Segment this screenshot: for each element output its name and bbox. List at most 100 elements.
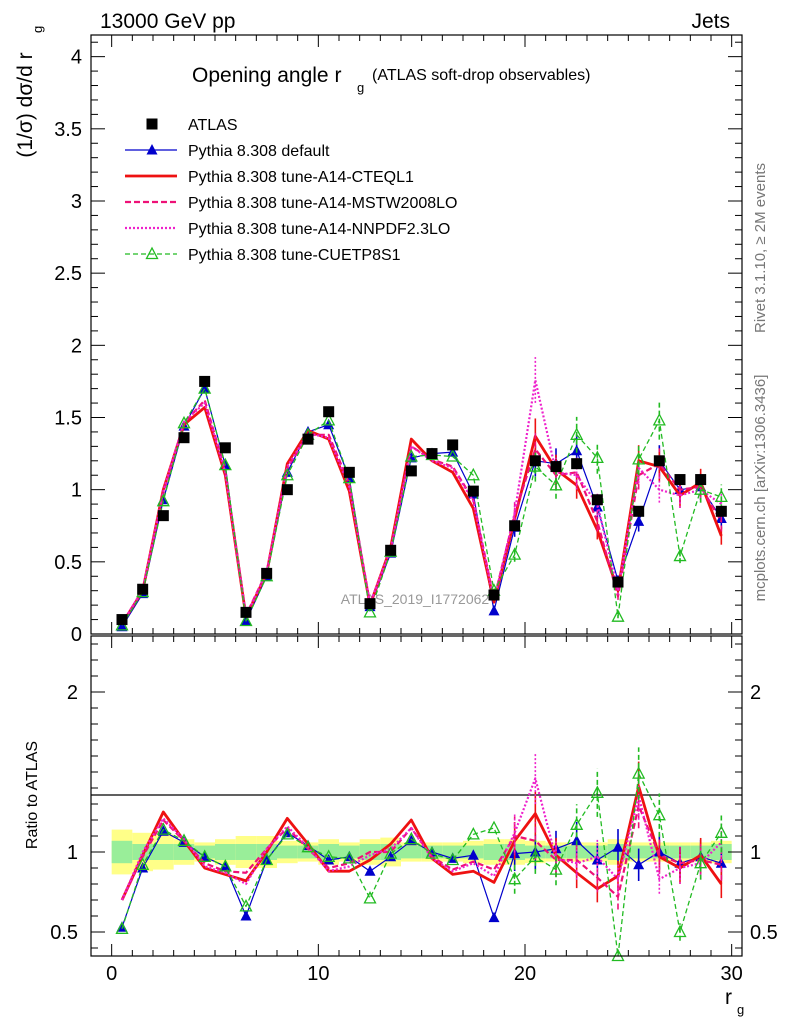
main-point-0-25 xyxy=(633,505,645,517)
y-axis-label-sub: g xyxy=(30,26,45,33)
ratio-line-5 xyxy=(121,772,722,957)
main-ytick-label-2: 1 xyxy=(71,480,82,502)
y-axis-label: (1/σ) dσ/d r xyxy=(14,52,37,157)
main-point-5-21 xyxy=(549,477,563,491)
main-point-5-5 xyxy=(218,457,232,471)
ratio-point-5-5 xyxy=(218,858,232,872)
ratio-frame xyxy=(90,635,743,957)
x-tick-label-3: 30 xyxy=(721,963,743,985)
main-point-5-17 xyxy=(466,467,480,481)
ratio-series-5 xyxy=(115,747,728,962)
ratio-point-1-23 xyxy=(591,854,603,865)
ratio-band-inner-2 xyxy=(153,844,174,860)
ratio-point-5-18 xyxy=(487,820,501,834)
mcplots-label: mcplots.cern.ch [arXiv:1306.3436] xyxy=(752,375,769,602)
ratio-point-5-9 xyxy=(301,839,315,853)
main-point-1-25 xyxy=(633,515,645,526)
ratio-band-inner-14 xyxy=(401,845,422,859)
main-point-5-12 xyxy=(363,604,377,618)
ratio-point-5-8 xyxy=(280,826,294,840)
legend-marker-0 xyxy=(146,118,158,130)
main-point-5-3 xyxy=(177,415,191,429)
main-point-5-27 xyxy=(673,548,687,562)
main-point-0-19 xyxy=(509,520,521,532)
process-label: Jets xyxy=(691,10,730,33)
ratio-band-inner-5 xyxy=(215,844,236,860)
main-point-0-21 xyxy=(550,461,562,473)
legend-entry-2: Pythia 8.308 tune-A14-CTEQL1 xyxy=(125,169,414,186)
main-series-4 xyxy=(121,357,723,625)
main-point-5-14 xyxy=(404,449,418,462)
main-panel: ATLAS_2019_I1772062 0 0.5 1 1.5 2 2.5 3 3.5 4 Op… xyxy=(14,26,743,646)
main-line-3 xyxy=(121,399,723,625)
ratio-point-5-11 xyxy=(342,850,356,864)
ratio-band-inner-16 xyxy=(442,845,463,859)
y-axis-title: (1/σ) dσ/d r g xyxy=(14,26,45,158)
ratio-point-1-18 xyxy=(488,911,500,923)
ratio-panel: 0.5 0.5 1 1 2 2 Ratio to ATLAS xyxy=(24,635,778,962)
ratio-point-1-5 xyxy=(219,860,231,871)
main-point-5-6 xyxy=(239,613,253,627)
main-point-0-0 xyxy=(116,614,128,626)
ratio-band-inner-0 xyxy=(111,840,133,864)
x-axis-label-sub: g xyxy=(737,1002,744,1017)
main-point-0-10 xyxy=(323,406,335,418)
main-point-5-28 xyxy=(694,482,708,495)
ratio-point-1-24 xyxy=(612,841,624,852)
main-point-0-6 xyxy=(240,606,252,618)
legend-label-4: Pythia 8.308 tune-A14-NNPDF2.3LO xyxy=(188,221,450,238)
main-line-5 xyxy=(121,387,722,626)
ratio-point-5-23 xyxy=(590,785,604,798)
legend-entry-3: Pythia 8.308 tune-A14-MSTW2008LO xyxy=(125,195,457,212)
ratio-point-5-22 xyxy=(570,817,584,830)
legend-label-2: Pythia 8.308 tune-A14-CTEQL1 xyxy=(188,169,414,186)
main-point-0-1 xyxy=(137,583,149,595)
main-point-5-22 xyxy=(570,427,584,440)
ratio-point-5-6 xyxy=(239,898,253,912)
main-series-0 xyxy=(116,375,727,626)
ratio-ytick-label-right-2: 2 xyxy=(750,682,761,704)
main-ytick-label-0: 0 xyxy=(71,624,82,646)
main-point-0-12 xyxy=(364,598,376,610)
main-point-5-2 xyxy=(156,493,170,507)
chart-title: Opening angle r xyxy=(192,64,341,87)
main-ytick-labels: 0 0.5 1 1.5 2 2.5 3 3.5 4 xyxy=(54,47,82,646)
ratio-band-inner-6 xyxy=(235,844,257,860)
ratio-point-1-22 xyxy=(571,834,583,846)
main-point-5-24 xyxy=(611,609,625,622)
ratio-axis-ticks xyxy=(91,636,742,956)
ratio-point-5-21 xyxy=(549,862,563,875)
ratio-point-5-0 xyxy=(115,921,129,934)
ratio-ytick-label-left-1: 1 xyxy=(67,842,78,864)
ratio-band-inner-18 xyxy=(483,844,505,860)
ratio-point-5-14 xyxy=(404,831,418,845)
ratio-point-1-12 xyxy=(364,865,376,876)
legend-entry-4: Pythia 8.308 tune-A14-NNPDF2.3LO xyxy=(125,221,450,238)
legend-marker-5 xyxy=(145,246,159,260)
ratio-point-5-12 xyxy=(363,890,377,904)
ratio-point-1-6 xyxy=(240,910,252,921)
ratio-point-5-28 xyxy=(694,855,708,869)
ratio-ytick-label-right-0: 0.5 xyxy=(750,922,778,944)
main-series-layer xyxy=(115,357,728,632)
main-point-0-9 xyxy=(302,433,314,445)
main-point-1-18 xyxy=(488,604,500,616)
main-point-0-4 xyxy=(199,375,211,387)
main-point-5-29 xyxy=(714,489,728,503)
main-ytick-label-1: 0.5 xyxy=(54,552,82,574)
main-point-1-4 xyxy=(199,382,211,394)
main-point-5-19 xyxy=(508,547,522,560)
main-point-0-18 xyxy=(488,589,500,601)
chart-title-suffix: (ATLAS soft-drop observables) xyxy=(372,67,590,84)
main-point-5-25 xyxy=(632,451,646,465)
ratio-line-4 xyxy=(120,777,723,901)
ratio-series-layer xyxy=(115,747,728,962)
main-point-0-13 xyxy=(385,544,397,556)
main-ytick-label-3: 1.5 xyxy=(54,407,82,429)
x-axis-label: r xyxy=(725,986,732,1009)
x-tick-label-1: 10 xyxy=(307,963,329,985)
main-point-0-7 xyxy=(261,567,273,579)
chart-title-main: Opening angle r xyxy=(192,64,341,87)
x-tick-labels: 0 10 20 30 xyxy=(106,963,743,985)
